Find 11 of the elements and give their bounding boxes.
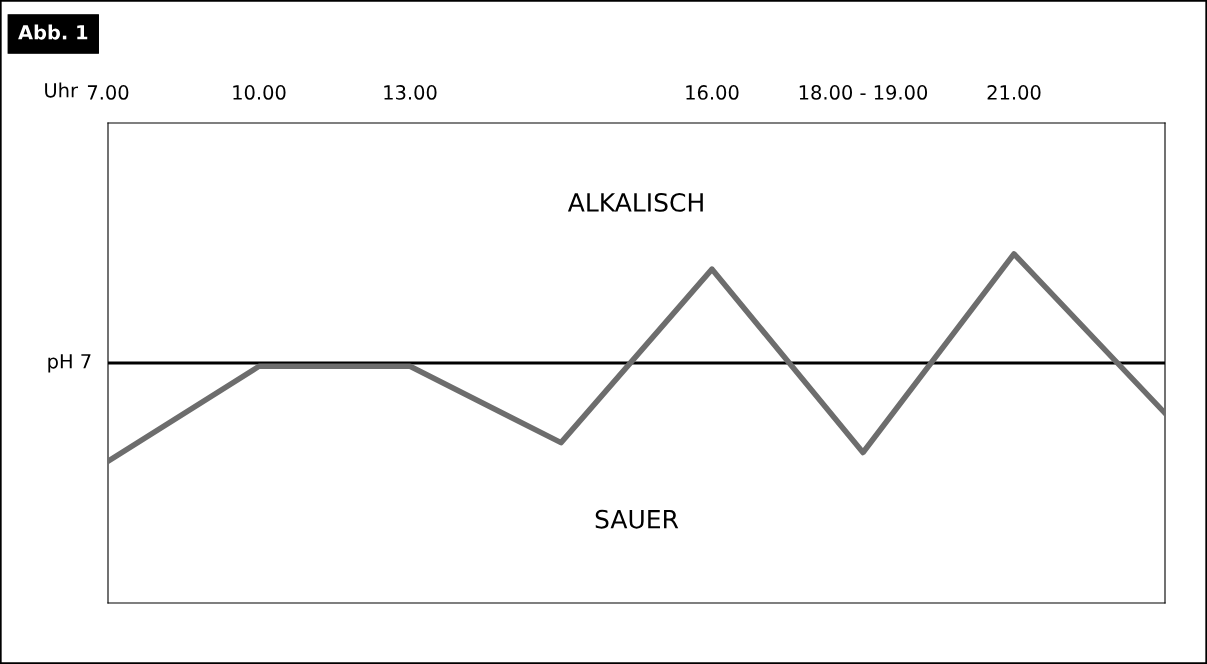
x-tick-label: 10.00 <box>233 85 286 100</box>
x-tick-label: 16.00 <box>686 85 739 100</box>
x-tick-label: 18.00 - 19.00 <box>799 85 928 100</box>
x-tick-label: 21.00 <box>987 85 1041 100</box>
text: SAUER <box>595 509 679 529</box>
text: ALKALISCH <box>567 192 703 212</box>
x-axis-title: Uhr <box>45 82 78 98</box>
x-tick-label: 7.00 <box>87 85 129 100</box>
x-tick-label: 13.00 <box>384 85 437 100</box>
ref-line-label: pH 7 <box>48 354 91 373</box>
chart-title: Abb. 1 <box>18 24 88 40</box>
